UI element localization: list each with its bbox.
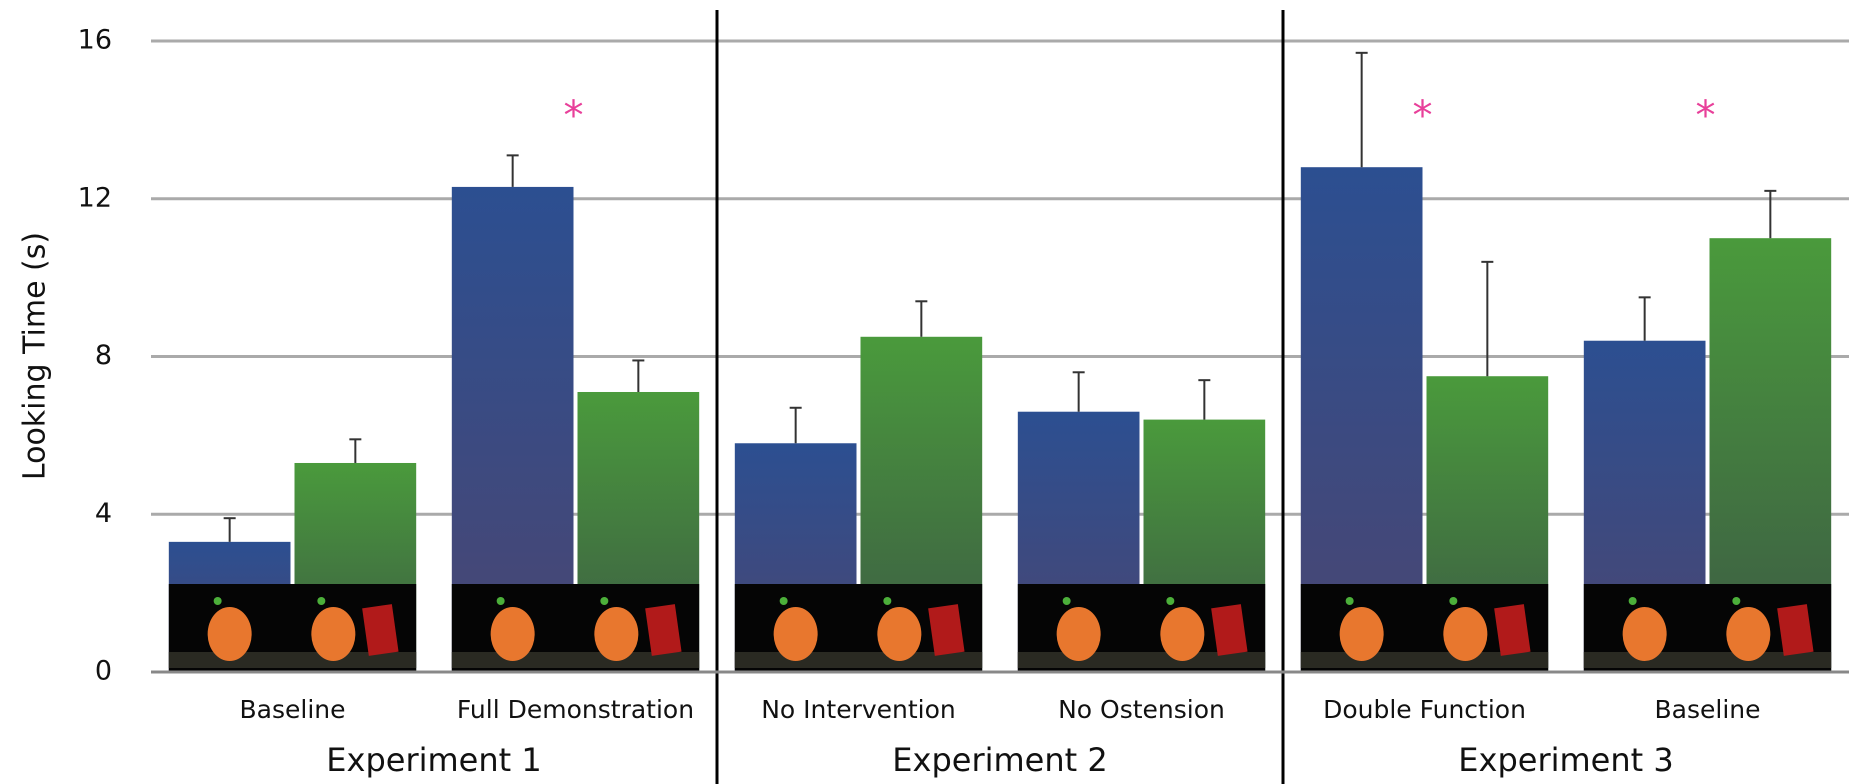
group-label: Experiment 1: [326, 741, 541, 779]
stimulus-object: [773, 607, 818, 661]
x-tick-label: No Ostension: [1058, 695, 1225, 724]
x-tick-label: Double Function: [1323, 695, 1526, 724]
stimulus-box: [645, 604, 682, 656]
y-tick-label: 16: [78, 25, 112, 56]
stimulus-object: [1339, 607, 1384, 661]
stimulus-object: [594, 607, 639, 661]
significance-marker: *: [1696, 93, 1716, 139]
group-label: Experiment 3: [1458, 741, 1673, 779]
stimulus-object: [311, 607, 356, 661]
stimulus-object: [1726, 607, 1771, 661]
stimulus-box: [1777, 604, 1814, 656]
stimulus-object: [490, 607, 535, 661]
x-tick-label: Full Demonstration: [457, 695, 694, 724]
stimulus-bulb: [317, 597, 326, 605]
stimulus-object: [877, 607, 922, 661]
stimulus-bulb: [1166, 597, 1175, 605]
stimulus-object: [1443, 607, 1488, 661]
stimulus-object: [1056, 607, 1101, 661]
significance-marker: *: [1413, 93, 1433, 139]
stimulus-box: [1494, 604, 1531, 656]
stimulus-box: [362, 604, 399, 656]
stimulus-bulb: [1732, 597, 1741, 605]
significance-marker: *: [564, 93, 584, 139]
y-tick-label: 12: [78, 182, 112, 213]
stimulus-bulb: [1345, 597, 1354, 605]
stimulus-bulb: [1062, 597, 1071, 605]
x-tick-label: Baseline: [240, 695, 346, 724]
stimulus-object: [207, 607, 252, 661]
x-tick-label: No Intervention: [761, 695, 956, 724]
y-tick-label: 8: [95, 340, 112, 371]
group-label: Experiment 2: [892, 741, 1107, 779]
stimulus-bulb: [213, 597, 222, 605]
stimulus-bulb: [600, 597, 609, 605]
stimulus-object: [1160, 607, 1205, 661]
stimulus-bulb: [779, 597, 788, 605]
y-axis-label: Looking Time (s): [18, 232, 53, 480]
stimulus-bulb: [1449, 597, 1458, 605]
stimulus-box: [928, 604, 965, 656]
stimulus-box: [1211, 604, 1248, 656]
y-tick-label: 0: [95, 656, 112, 687]
stimulus-bulb: [883, 597, 892, 605]
stimulus-object: [1622, 607, 1667, 661]
stimulus-bulb: [1628, 597, 1637, 605]
y-tick-label: 4: [95, 498, 112, 529]
x-tick-label: Baseline: [1655, 695, 1761, 724]
stimulus-bulb: [496, 597, 505, 605]
